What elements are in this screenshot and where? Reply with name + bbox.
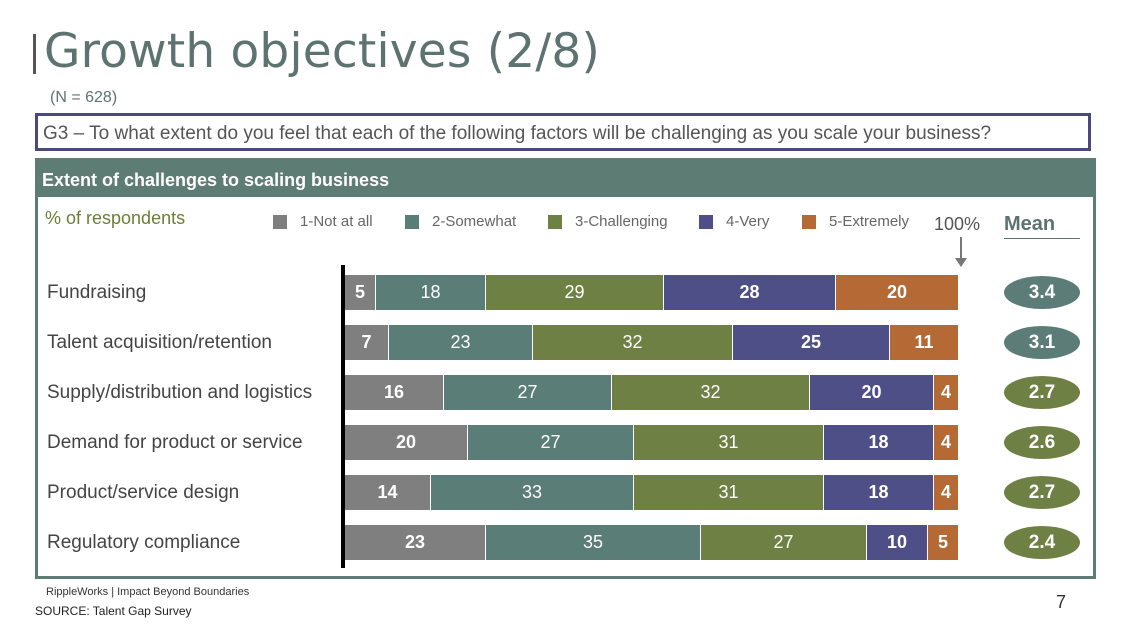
legend-label: 1-Not at all: [300, 213, 373, 230]
footer-brand: RippleWorks | Impact Beyond Boundaries: [46, 586, 250, 598]
legend-label: 4-Very: [726, 213, 770, 230]
bar-segment: 35: [486, 525, 701, 560]
legend-item: 3-Challenging: [548, 213, 668, 230]
category-label: Fundraising: [47, 282, 147, 303]
bar-segment: 25: [733, 325, 890, 360]
y-caption: % of respondents: [45, 208, 186, 228]
mean-badge: 3.4: [1004, 276, 1080, 309]
bar-segment: 18: [824, 475, 934, 510]
bar-segment: 27: [701, 525, 867, 560]
legend-swatch: [802, 214, 816, 229]
bar-segment: 20: [345, 425, 468, 460]
page-title: Growth objectives (2/8): [44, 24, 601, 79]
bar-row: 5 18 29 28 20: [345, 275, 959, 310]
bar-segment: 4: [934, 475, 959, 510]
arrow-head-icon: [955, 258, 967, 267]
bar-segment: 32: [612, 375, 810, 410]
mean-badge: 2.6: [1004, 426, 1080, 459]
down-arrow-icon: [960, 237, 962, 259]
category-label: Regulatory compliance: [47, 532, 241, 553]
legend-item: 2-Somewhat: [405, 213, 516, 230]
bar-segment: 33: [431, 475, 634, 510]
legend-item: 4-Very: [699, 213, 769, 230]
bar-segment: 23: [345, 525, 486, 560]
source-note: SOURCE: Talent Gap Survey: [35, 604, 192, 618]
y-axis-line: [341, 265, 345, 568]
bar-segment: 14: [345, 475, 431, 510]
bar-segment: 11: [890, 325, 959, 360]
legend-label: 3-Challenging: [575, 213, 668, 230]
bar-segment: 28: [664, 275, 836, 310]
bar-segment: 29: [486, 275, 664, 310]
category-label: Supply/distribution and logistics: [47, 382, 313, 403]
legend-swatch: [699, 214, 713, 229]
bar-segment: 18: [376, 275, 486, 310]
legend-swatch: [273, 214, 287, 229]
bar-segment: 27: [468, 425, 634, 460]
bar-row: 14 33 31 18 4: [345, 475, 959, 510]
bar-segment: 20: [836, 275, 959, 310]
bar-segment: 32: [533, 325, 733, 360]
title-accent-bar: [33, 34, 36, 74]
bar-segment: 4: [934, 375, 959, 410]
hundred-percent-label: 100%: [934, 214, 981, 234]
legend-label: 2-Somewhat: [432, 213, 517, 230]
legend-label: 5-Extremely: [829, 213, 910, 230]
bar-segment: 5: [345, 275, 376, 310]
mean-header: Mean: [1004, 213, 1056, 235]
mean-badge: 2.4: [1004, 526, 1080, 559]
bar-segment: 4: [934, 425, 959, 460]
mean-badge: 2.7: [1004, 476, 1080, 509]
mean-badge: 2.7: [1004, 376, 1080, 409]
legend-swatch: [548, 214, 562, 229]
bar-segment: 5: [928, 525, 959, 560]
bar-segment: 18: [824, 425, 934, 460]
bar-segment: 27: [444, 375, 612, 410]
bar-row: 20 27 31 18 4: [345, 425, 959, 460]
bar-segment: 31: [634, 475, 824, 510]
page-number: 7: [1056, 592, 1067, 612]
bar-row: 23 35 27 10 5: [345, 525, 959, 560]
bar-segment: 7: [345, 325, 389, 360]
bar-segment: 20: [810, 375, 934, 410]
category-label: Talent acquisition/retention: [47, 332, 272, 353]
legend-item: 5-Extremely: [802, 213, 909, 230]
bar-segment: 31: [634, 425, 824, 460]
chart-title: Extent of challenges to scaling business: [38, 161, 1093, 197]
sample-size: (N = 628): [50, 89, 118, 106]
mean-badge: 3.1: [1004, 326, 1080, 359]
category-label: Product/service design: [47, 482, 240, 503]
mean-underline: [1004, 238, 1080, 239]
legend-swatch: [405, 214, 419, 229]
bar-row: 7 23 32 25 11: [345, 325, 959, 360]
bar-segment: 10: [867, 525, 928, 560]
bar-segment: 16: [345, 375, 444, 410]
category-label: Demand for product or service: [47, 432, 303, 453]
legend-item: 1-Not at all: [273, 213, 373, 230]
bar-row: 16 27 32 20 4: [345, 375, 959, 410]
bar-segment: 23: [389, 325, 533, 360]
survey-question: G3 – To what extent do you feel that eac…: [35, 113, 1091, 151]
